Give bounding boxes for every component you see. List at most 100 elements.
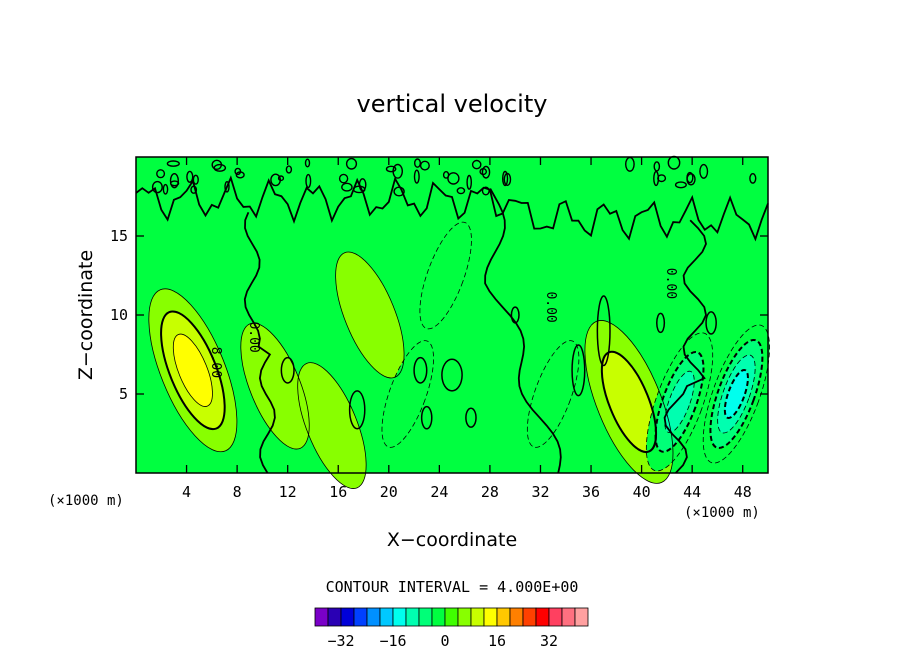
- colorbar-swatch: [548, 607, 563, 627]
- upper-noise-contours: [151, 155, 757, 197]
- contour-line-group: [240, 322, 310, 450]
- noise-contour: [686, 173, 696, 186]
- contour-line: [148, 288, 238, 453]
- noise-contour: [190, 185, 198, 194]
- contour-fill: [240, 323, 310, 450]
- x-tick-label: 44: [683, 483, 701, 501]
- y-tick-label: 5: [119, 385, 128, 403]
- contour-fill: [335, 252, 405, 378]
- y-axis-label: Z−coordinate: [75, 250, 97, 380]
- contour-fill: [173, 334, 213, 407]
- zero-contour-blob: [510, 306, 520, 324]
- contour-line-group: [172, 333, 213, 407]
- x-tick-label: 16: [329, 483, 347, 501]
- noise-contour: [653, 170, 660, 187]
- y-tick-label: 10: [110, 306, 128, 324]
- noise-contour: [413, 169, 420, 184]
- noise-contour: [305, 173, 312, 189]
- x-tick-label: 12: [279, 483, 297, 501]
- x-tick-label: 4: [182, 483, 191, 501]
- x-tick-label: 48: [734, 483, 752, 501]
- contour-line-group: [709, 338, 764, 450]
- colorbar-tick-label: 16: [488, 632, 506, 650]
- x-axis-label: X−coordinate: [387, 529, 517, 551]
- contour-line-group: [717, 354, 756, 434]
- noise-contour: [392, 163, 404, 179]
- noise-contour: [192, 174, 199, 185]
- colorbar: [314, 607, 589, 627]
- contour-line: [664, 370, 695, 433]
- colorbar-swatch: [379, 607, 394, 627]
- noise-contour: [151, 180, 163, 194]
- contour-level-updraft: [297, 362, 367, 489]
- colorbar-tick-label: 32: [540, 632, 558, 650]
- noise-contour: [277, 175, 285, 182]
- zero-contour-blob: [571, 344, 586, 397]
- noise-contour: [414, 158, 422, 168]
- x-tick-label: 40: [633, 483, 651, 501]
- colorbar-swatch: [353, 607, 368, 627]
- colorbar-swatch: [509, 607, 524, 627]
- colorbar-swatch: [496, 607, 511, 627]
- colorbar-swatch: [405, 607, 420, 627]
- noise-contour: [447, 172, 460, 185]
- colorbar-swatch: [340, 607, 355, 627]
- contour-fill: [419, 222, 472, 329]
- contour-line-group: [526, 340, 580, 448]
- contour-line: [717, 354, 756, 434]
- colorbar-swatch: [392, 607, 407, 627]
- y-axis-unit: (×1000 m): [48, 493, 124, 509]
- contour-fill: [297, 362, 367, 489]
- noise-contour: [481, 186, 490, 196]
- contour-lines: [135, 175, 770, 489]
- contour-fills: [148, 222, 770, 489]
- contour-line-group: [645, 332, 714, 472]
- contour-line-group: [419, 221, 472, 330]
- contour-label: 8.00: [208, 347, 223, 378]
- zero-contour-blob: [420, 405, 433, 430]
- noise-contour: [385, 165, 397, 173]
- noise-contour: [166, 160, 180, 167]
- colorbar-swatch: [483, 607, 498, 627]
- contour-label: 0.00: [663, 268, 678, 299]
- noise-contour: [749, 172, 757, 184]
- contour-level-downdraft: [381, 340, 434, 448]
- contour-level-updraft: [335, 252, 405, 378]
- contour-line: [381, 340, 434, 448]
- contour-line-group: [584, 320, 674, 484]
- noise-contour: [285, 165, 293, 174]
- contour-label: 0.00: [246, 321, 261, 352]
- contour-interval-label: CONTOUR INTERVAL = 4.000E+00: [326, 578, 579, 596]
- noise-contour: [270, 173, 281, 187]
- noise-contour: [466, 174, 473, 190]
- zero-contour-blob: [348, 390, 366, 430]
- noise-contour: [169, 172, 180, 189]
- x-tick-label: 24: [430, 483, 448, 501]
- zero-contour: [243, 211, 276, 474]
- contour-line: [654, 351, 705, 453]
- contour-level-downdraft: [724, 369, 748, 419]
- contour-line: [709, 338, 764, 450]
- contour-label: 0.00: [543, 291, 558, 322]
- noise-contour: [211, 159, 223, 171]
- contour-fill: [724, 369, 748, 419]
- noise-contour: [338, 173, 349, 184]
- contour-fill: [601, 351, 657, 453]
- contour-line: [419, 221, 472, 330]
- colorbar-swatch: [418, 607, 433, 627]
- colorbar-tick-labels: −32 −16 0 16 32: [327, 632, 558, 650]
- noise-contour: [304, 158, 311, 168]
- noise-contour: [471, 159, 482, 170]
- contour-line: [526, 340, 580, 448]
- noise-contour: [234, 167, 242, 176]
- zero-contour-blob: [656, 312, 666, 334]
- zero-contour-blob: [465, 407, 477, 428]
- x-tick-label: 20: [380, 483, 398, 501]
- colorbar-swatch: [535, 607, 550, 627]
- colorbar-swatch: [431, 607, 446, 627]
- noise-contour: [502, 170, 509, 187]
- x-tick-label: 36: [582, 483, 600, 501]
- contour-fill: [381, 340, 434, 448]
- x-tick-label: 28: [481, 483, 499, 501]
- x-tick-label: 8: [233, 483, 242, 501]
